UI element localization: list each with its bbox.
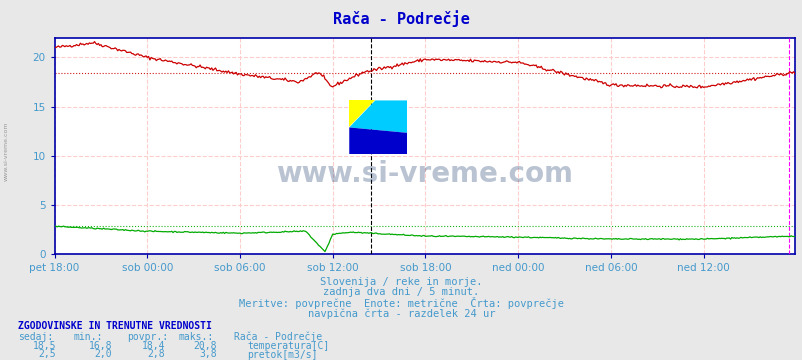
Text: 20,8: 20,8: [193, 341, 217, 351]
Polygon shape: [349, 100, 407, 133]
Text: Rača - Podrečje: Rača - Podrečje: [234, 331, 322, 342]
Text: 2,8: 2,8: [148, 349, 165, 359]
Text: 18,5: 18,5: [33, 341, 56, 351]
Text: povpr.:: povpr.:: [127, 332, 168, 342]
Text: temperatura[C]: temperatura[C]: [247, 341, 329, 351]
Text: Rača - Podrečje: Rača - Podrečje: [333, 10, 469, 27]
Text: Meritve: povprečne  Enote: metrične  Črta: povprečje: Meritve: povprečne Enote: metrične Črta:…: [239, 297, 563, 309]
Text: 16,8: 16,8: [89, 341, 112, 351]
Text: www.si-vreme.com: www.si-vreme.com: [4, 121, 9, 181]
Text: 18,4: 18,4: [142, 341, 165, 351]
Text: ZGODOVINSKE IN TRENUTNE VREDNOSTI: ZGODOVINSKE IN TRENUTNE VREDNOSTI: [18, 321, 211, 331]
Text: pretok[m3/s]: pretok[m3/s]: [247, 350, 318, 360]
Text: 2,0: 2,0: [95, 349, 112, 359]
Text: min.:: min.:: [74, 332, 103, 342]
Text: sedaj:: sedaj:: [18, 332, 53, 342]
Text: Slovenija / reke in morje.: Slovenija / reke in morje.: [320, 276, 482, 287]
Polygon shape: [349, 127, 407, 154]
Polygon shape: [349, 100, 375, 127]
Text: 3,8: 3,8: [199, 349, 217, 359]
Text: navpična črta - razdelek 24 ur: navpična črta - razdelek 24 ur: [307, 309, 495, 319]
Text: maks.:: maks.:: [178, 332, 213, 342]
Text: 2,5: 2,5: [38, 349, 56, 359]
Text: www.si-vreme.com: www.si-vreme.com: [276, 160, 573, 188]
Text: zadnja dva dni / 5 minut.: zadnja dva dni / 5 minut.: [323, 287, 479, 297]
